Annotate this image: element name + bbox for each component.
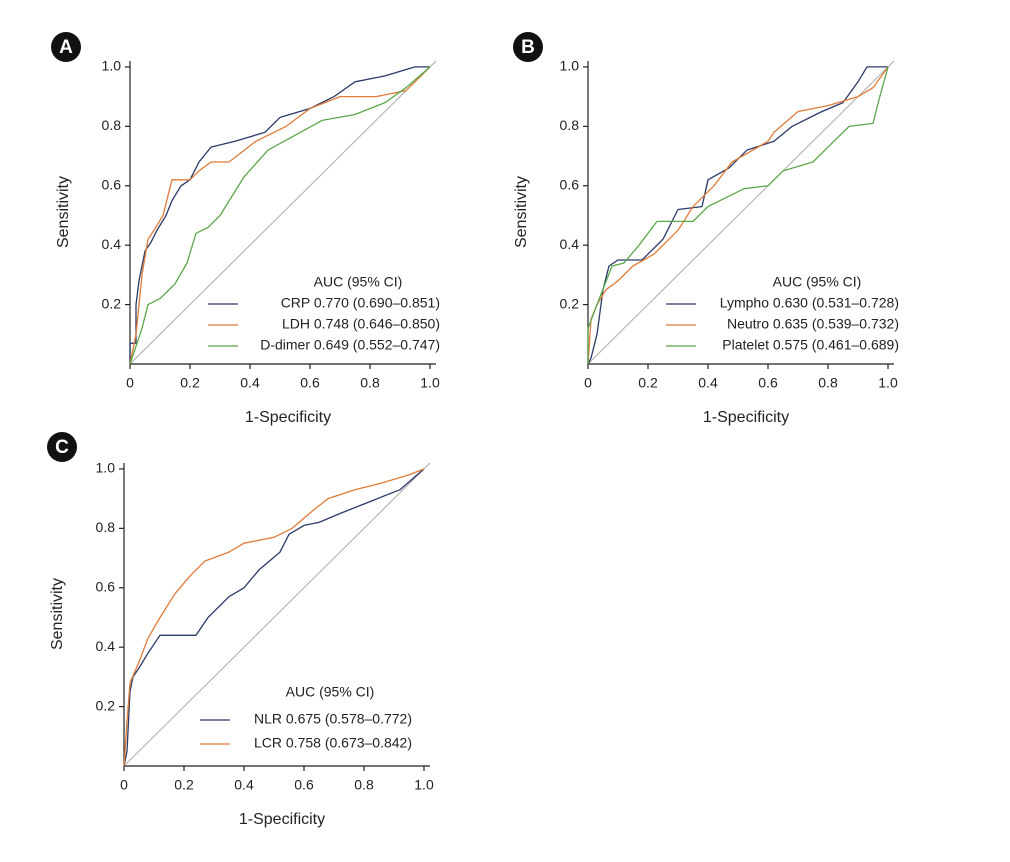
y-tick-label: 1.0 <box>560 58 580 74</box>
x-tick-label: 1.0 <box>878 375 898 391</box>
x-axis-label: 1-Specificity <box>703 409 789 426</box>
x-tick-label: 0.6 <box>758 375 778 391</box>
reference-line <box>129 60 437 365</box>
x-tick-label: 0 <box>584 375 592 391</box>
legend-label: Platelet 0.575 (0.461–0.689) <box>722 337 899 353</box>
panel: B 0 0.2 0.4 0.6 0.8 1.0 0.2 0.4 0.6 0.8 1.0 1-Specif… <box>513 32 899 426</box>
panel-badge <box>47 432 77 462</box>
x-tick-label: 0.8 <box>818 375 838 391</box>
legend-label: D-dimer 0.649 (0.552–0.747) <box>260 337 440 353</box>
x-tick-label: 1.0 <box>414 777 434 793</box>
y-tick-label: 0.2 <box>102 295 122 311</box>
x-tick-label: 0.8 <box>360 375 380 391</box>
legend-label: LCR 0.758 (0.673–0.842) <box>254 735 412 751</box>
y-tick-label: 0.8 <box>96 519 116 535</box>
x-tick-label: 0.8 <box>354 777 374 793</box>
panel-label: B <box>521 37 535 58</box>
y-tick-label: 0.6 <box>96 578 116 594</box>
legend-title: AUC (95% CI) <box>773 274 862 290</box>
panel-label: A <box>59 37 73 58</box>
roc-curve <box>129 66 431 365</box>
panel: C 0 0.2 0.4 0.6 0.8 1.0 0.2 0.4 0.6 0.8 1.0 1-Specif… <box>47 432 434 828</box>
y-tick-label: 0.2 <box>560 295 580 311</box>
legend-label: CRP 0.770 (0.690–0.851) <box>281 295 440 311</box>
y-tick-label: 1.0 <box>96 460 116 476</box>
y-tick-label: 0.4 <box>560 236 580 252</box>
x-tick-label: 0.2 <box>180 375 200 391</box>
y-axis-label: Sensitivity <box>513 176 530 248</box>
roc-curve <box>587 66 889 365</box>
x-tick-label: 0.2 <box>174 777 194 793</box>
y-axis-label: Sensitivity <box>49 578 66 650</box>
x-axis-label: 1-Specificity <box>245 409 331 426</box>
panel: A 0 0.2 0.4 0.6 0.8 1.0 0.2 0.4 0.6 0.8 1.0 1-Specif… <box>51 32 440 426</box>
legend-label: Lympho 0.630 (0.531–0.728) <box>720 295 899 311</box>
legend-label: Neutro 0.635 (0.539–0.732) <box>727 316 899 332</box>
panel-badge <box>51 32 81 62</box>
roc-curve <box>123 468 425 767</box>
x-tick-label: 0.4 <box>698 375 718 391</box>
x-axis-label: 1-Specificity <box>239 811 325 828</box>
x-tick-label: 0.4 <box>234 777 254 793</box>
y-tick-label: 0.8 <box>102 117 122 133</box>
roc-curve <box>587 66 889 364</box>
x-tick-label: 0.6 <box>294 777 314 793</box>
y-tick-label: 1.0 <box>102 58 122 74</box>
x-tick-label: 1.0 <box>420 375 440 391</box>
roc-curve <box>129 66 431 365</box>
legend-label: NLR 0.675 (0.578–0.772) <box>254 711 412 727</box>
legend-label: LDH 0.748 (0.646–0.850) <box>282 316 440 332</box>
y-tick-label: 0.2 <box>96 697 116 713</box>
x-tick-label: 0 <box>126 375 134 391</box>
roc-curve <box>129 66 430 364</box>
y-tick-label: 0.6 <box>102 176 122 192</box>
y-tick-label: 0.4 <box>96 638 116 654</box>
y-tick-label: 0.4 <box>102 236 122 252</box>
reference-line <box>587 60 895 365</box>
legend-title: AUC (95% CI) <box>286 684 375 700</box>
y-tick-label: 0.6 <box>560 176 580 192</box>
panel-label: C <box>55 437 69 458</box>
y-axis-label: Sensitivity <box>55 176 72 248</box>
x-tick-label: 0.6 <box>300 375 320 391</box>
x-tick-label: 0.4 <box>240 375 260 391</box>
reference-line <box>123 462 431 767</box>
x-tick-label: 0.2 <box>638 375 658 391</box>
x-tick-label: 0 <box>120 777 128 793</box>
legend-title: AUC (95% CI) <box>314 274 403 290</box>
panel-badge <box>513 32 543 62</box>
y-tick-label: 0.8 <box>560 117 580 133</box>
roc-curve <box>123 468 425 767</box>
